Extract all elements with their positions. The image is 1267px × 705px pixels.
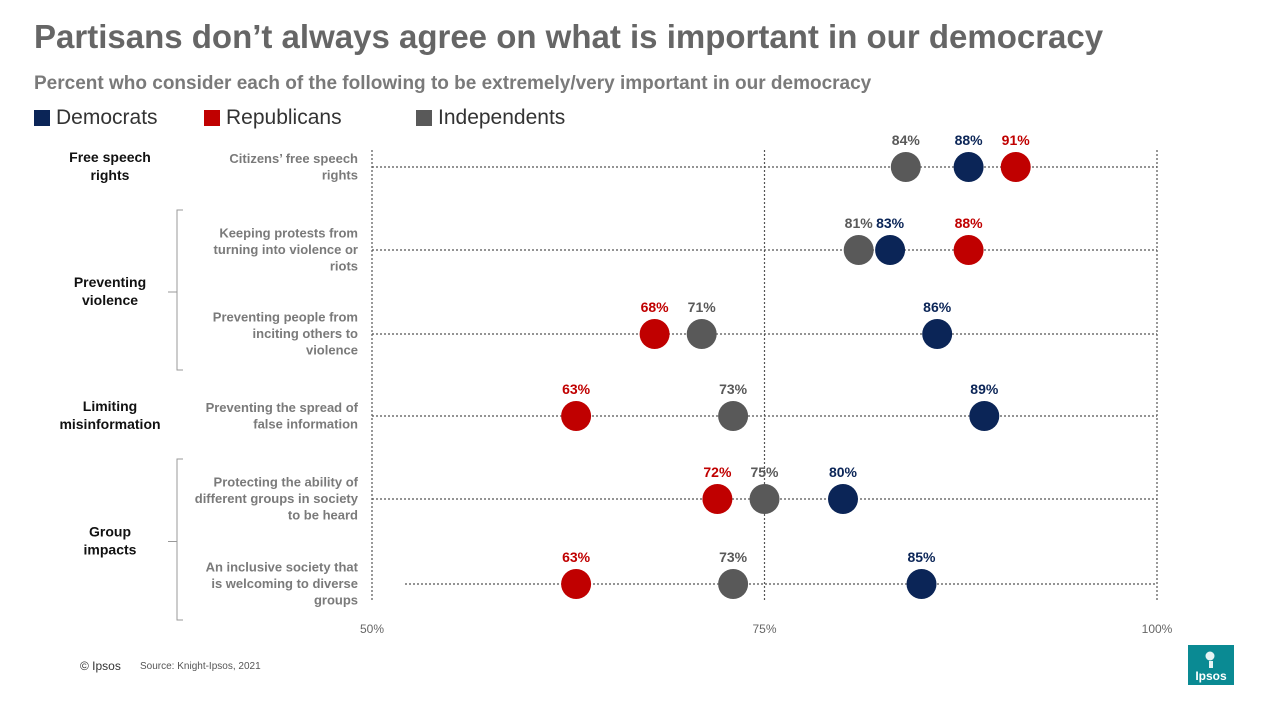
value-label-democrats-3: 89%	[970, 381, 999, 397]
row-label-5-line-1: is welcoming to diverse	[211, 576, 358, 591]
dot-democrats-2	[922, 319, 953, 349]
value-label-republicans-3: 63%	[562, 381, 591, 397]
row-label-5-line-0: An inclusive society that	[206, 560, 359, 575]
chart-title: Partisans don’t always agree on what is …	[34, 18, 1104, 55]
legend-item-independents: Independents	[416, 106, 565, 130]
dot-republicans-0	[1000, 152, 1031, 182]
dot-independents-0	[890, 152, 921, 182]
row-label-1-line-2: riots	[330, 259, 358, 274]
group-label-1-line-1: violence	[82, 292, 138, 308]
x-tick-label-75: 75%	[752, 622, 776, 636]
source-text: Source: Knight-Ipsos, 2021	[140, 661, 261, 672]
value-label-independents-0: 84%	[892, 132, 921, 148]
value-label-republicans-0: 91%	[1002, 132, 1031, 148]
chart-subtitle: Percent who consider each of the followi…	[34, 73, 872, 94]
dot-democrats-3	[969, 401, 1000, 431]
group-label-3-line-0: Group	[89, 524, 131, 540]
legend-label-democrats: Democrats	[56, 106, 158, 129]
ipsos-logo: Ipsos	[1188, 645, 1234, 685]
row-label-1-line-0: Keeping protests from	[219, 226, 358, 241]
dot-democrats-0	[953, 152, 984, 182]
row-label-5-line-2: groups	[314, 593, 358, 608]
value-label-democrats-5: 85%	[907, 549, 936, 565]
value-label-independents-5: 73%	[719, 549, 748, 565]
dot-independents-2	[686, 319, 717, 349]
legend-swatch-democrats	[34, 110, 50, 126]
dot-democrats-5	[906, 569, 937, 599]
dot-republicans-1	[953, 235, 984, 265]
x-tick-label-50: 50%	[360, 622, 384, 636]
value-label-democrats-1: 83%	[876, 215, 905, 231]
value-label-independents-3: 73%	[719, 381, 748, 397]
group-label-0-line-0: Free speech	[69, 149, 151, 165]
row-label-4-line-2: to be heard	[288, 508, 358, 523]
row-label-4-line-1: different groups in society	[195, 491, 359, 506]
copyright-text: © Ipsos	[80, 659, 121, 673]
group-bracket-1	[176, 209, 183, 371]
group-bracket-3	[176, 458, 183, 621]
dot-republicans-5	[561, 569, 592, 599]
dot-independents-3	[718, 401, 749, 431]
ipsos-logo-icon	[1205, 651, 1215, 668]
value-label-republicans-5: 63%	[562, 549, 591, 565]
value-label-republicans-2: 68%	[641, 299, 670, 315]
dot-republicans-4	[702, 484, 733, 514]
group-label-0-line-1: rights	[91, 167, 130, 183]
dot-independents-4	[749, 484, 780, 514]
row-label-3-line-1: false information	[253, 416, 358, 431]
dot-republicans-2	[639, 319, 670, 349]
group-label-3-line-1: impacts	[84, 542, 137, 558]
value-label-democrats-0: 88%	[955, 132, 984, 148]
value-label-independents-2: 71%	[688, 299, 717, 315]
dot-democrats-1	[875, 235, 906, 265]
legend-item-democrats: Democrats	[34, 106, 158, 130]
row-label-2-line-0: Preventing people from	[213, 310, 358, 325]
value-label-independents-4: 75%	[750, 464, 779, 480]
ipsos-logo-text: Ipsos	[1195, 669, 1227, 683]
value-label-independents-1: 81%	[845, 215, 874, 231]
value-label-republicans-1: 88%	[955, 215, 984, 231]
dot-republicans-3	[561, 401, 592, 431]
row-label-1-line-1: turning into violence or	[214, 242, 358, 257]
value-label-republicans-4: 72%	[703, 464, 732, 480]
row-label-3-line-0: Preventing the spread of	[206, 400, 359, 415]
value-label-democrats-2: 86%	[923, 299, 952, 315]
group-label-2-line-1: misinformation	[59, 416, 160, 432]
dot-independents-5	[718, 569, 749, 599]
row-label-2-line-2: violence	[306, 343, 358, 358]
legend-label-republicans: Republicans	[226, 106, 342, 129]
legend-label-independents: Independents	[438, 106, 566, 129]
value-label-democrats-4: 80%	[829, 464, 858, 480]
legend-swatch-independents	[416, 110, 432, 126]
row-label-4-line-0: Protecting the ability of	[214, 475, 359, 490]
dot-democrats-4	[828, 484, 858, 514]
legend-item-republicans: Republicans	[204, 106, 342, 130]
row-label-2-line-1: inciting others to	[253, 326, 359, 341]
dot-independents-1	[843, 235, 874, 265]
legend: Democrats Republicans Independents	[34, 106, 734, 132]
row-label-0-line-0: Citizens’ free speech	[229, 151, 358, 166]
legend-swatch-republicans	[204, 110, 220, 126]
x-tick-label-100: 100%	[1142, 622, 1173, 636]
group-label-2-line-0: Limiting	[83, 398, 137, 414]
group-label-1-line-0: Preventing	[74, 274, 146, 290]
row-label-0-line-1: rights	[322, 167, 358, 182]
